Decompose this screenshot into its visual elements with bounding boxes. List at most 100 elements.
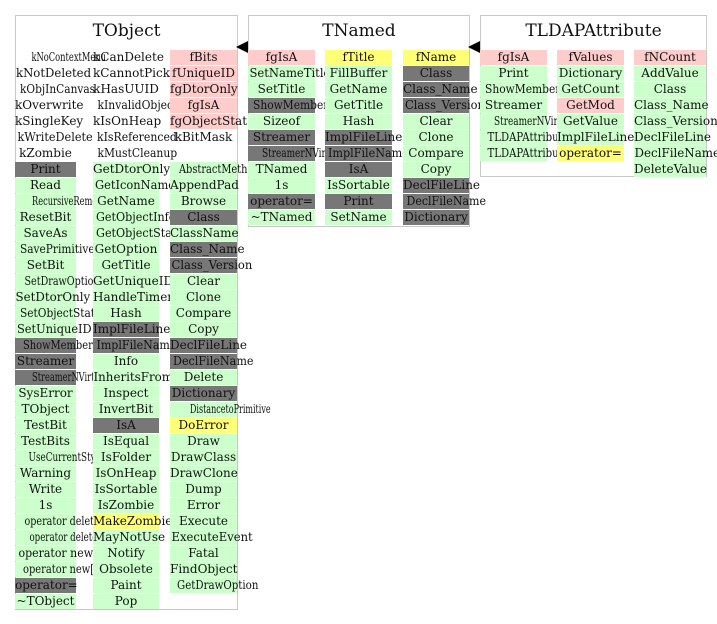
member-cell[interactable]: fNCount [634,50,706,65]
member-cell[interactable]: Hash [325,114,392,129]
member-cell[interactable] [170,146,237,161]
member-cell[interactable]: Info [93,354,159,369]
member-cell[interactable]: InheritsFrom [93,370,173,385]
member-cell[interactable]: MayNotUse [93,530,165,545]
member-cell[interactable]: ShowMembers [15,338,98,353]
member-cell[interactable]: Clear [403,114,469,129]
member-cell[interactable]: SetNameTitle [248,66,330,81]
member-cell[interactable]: GetIconName [93,178,175,193]
member-cell[interactable]: DeleteValue [634,162,707,177]
member-cell[interactable]: Inspect [93,386,159,401]
member-cell[interactable]: AbstractMethod [170,162,260,177]
member-cell[interactable]: Hash [93,306,159,321]
member-cell[interactable]: RecursiveRemove [15,194,107,209]
member-cell[interactable]: Streamer [248,130,315,145]
member-cell[interactable]: TLDAPAttribute [480,130,569,145]
member-cell[interactable]: Pop [93,594,159,609]
member-cell[interactable]: Class [634,82,706,97]
member-cell[interactable]: Execute [170,514,237,529]
member-cell[interactable]: DeclFileName [170,354,254,369]
member-cell[interactable]: 1s [15,498,76,513]
member-cell[interactable]: fgIsA [170,98,237,113]
member-cell[interactable]: operator delete [15,514,100,529]
member-cell[interactable]: kObjInCanvas [15,82,95,97]
member-cell[interactable]: ~TObject [15,594,76,609]
member-cell[interactable]: Compare [170,306,237,321]
member-cell[interactable]: TObject [15,402,76,417]
member-cell[interactable]: Class_Name [403,82,478,97]
member-cell[interactable]: kCannotPick [93,66,170,81]
member-cell[interactable]: MakeZombie [93,514,172,529]
member-cell[interactable]: DoError [170,418,237,433]
member-cell[interactable]: Dictionary [557,66,624,81]
member-cell[interactable]: Dictionary [403,210,469,225]
member-cell[interactable]: GetOption [93,242,159,257]
member-cell[interactable]: kNoContextMenu [15,50,106,65]
member-cell[interactable]: Clone [403,130,469,145]
member-cell[interactable]: Streamer [15,354,76,369]
member-cell[interactable]: IsFolder [93,450,159,465]
member-cell[interactable]: fgIsA [480,50,547,65]
member-cell[interactable]: GetDrawOption [170,578,258,593]
member-cell[interactable]: Print [15,162,76,177]
member-cell[interactable]: HandleTimer [93,290,173,305]
member-cell[interactable]: UseCurrentStyle [15,450,104,465]
member-cell[interactable]: IsEqual [93,434,159,449]
member-cell[interactable]: TNamed [248,162,315,177]
member-cell[interactable]: kWriteDelete [15,130,92,145]
member-cell[interactable]: ImplFileLine [557,130,634,145]
member-cell[interactable]: IsZombie [93,498,159,513]
member-cell[interactable]: Draw [170,434,237,449]
member-cell[interactable]: ExecuteEvent [170,530,253,545]
member-cell[interactable]: operator delete[] [15,530,104,545]
member-cell[interactable]: IsSortable [93,482,159,497]
member-cell[interactable]: SetDtorOnly [15,290,90,305]
member-cell[interactable]: DrawClone [170,466,238,481]
member-cell[interactable]: Copy [170,322,237,337]
member-cell[interactable]: Print [480,66,547,81]
member-cell[interactable]: kNotDeleted [15,66,91,81]
member-cell[interactable]: GetDtorOnly [93,162,170,177]
member-cell[interactable]: fTitle [325,50,392,65]
member-cell[interactable]: Read [15,178,76,193]
member-cell[interactable]: FindObject [170,562,237,577]
member-cell[interactable]: GetName [325,82,392,97]
member-cell[interactable]: kSingleKey [15,114,83,129]
member-cell[interactable]: 1s [248,178,315,193]
member-cell[interactable]: operator= [15,578,78,593]
member-cell[interactable]: SetDrawOption [15,274,100,289]
member-cell[interactable]: IsA [93,418,159,433]
member-cell[interactable]: Copy [403,162,469,177]
member-cell[interactable]: fgDtorOnly [170,82,238,97]
member-cell[interactable]: Notify [93,546,159,561]
member-cell[interactable]: kIsReferenced [93,130,177,145]
member-cell[interactable]: Clear [170,274,237,289]
member-cell[interactable]: kZombie [15,146,76,161]
member-cell[interactable]: kCanDelete [93,50,164,65]
member-cell[interactable]: Paint [93,578,159,593]
member-cell[interactable]: ClassName [170,226,239,241]
member-cell[interactable]: Delete [170,370,237,385]
member-cell[interactable]: GetName [93,194,159,209]
member-cell[interactable]: Fatal [170,546,237,561]
member-cell[interactable]: TestBit [15,418,76,433]
member-cell[interactable]: Class_Name [170,242,245,257]
member-cell[interactable]: Class_Version [403,98,485,113]
member-cell[interactable]: DeclFileLine [634,130,711,145]
member-cell[interactable]: Dictionary [170,386,237,401]
member-cell[interactable]: Error [170,498,237,513]
member-cell[interactable]: ShowMembers [248,98,334,113]
member-cell[interactable]: operator new [15,546,93,561]
member-cell[interactable]: Class_Version [634,114,717,129]
member-cell[interactable]: IsSortable [325,178,392,193]
member-cell[interactable]: StreamerNVirtual [15,370,107,385]
member-cell[interactable]: kOverwrite [15,98,84,113]
member-cell[interactable]: kHasUUID [93,82,159,97]
member-cell[interactable]: Write [15,482,76,497]
member-cell[interactable]: TestBits [15,434,76,449]
member-cell[interactable]: DeclFileName [634,146,717,161]
member-cell[interactable]: GetUniqueID [93,274,173,289]
member-cell[interactable]: Streamer [480,98,547,113]
member-cell[interactable]: ResetBit [15,210,76,225]
member-cell[interactable]: fName [403,50,469,65]
